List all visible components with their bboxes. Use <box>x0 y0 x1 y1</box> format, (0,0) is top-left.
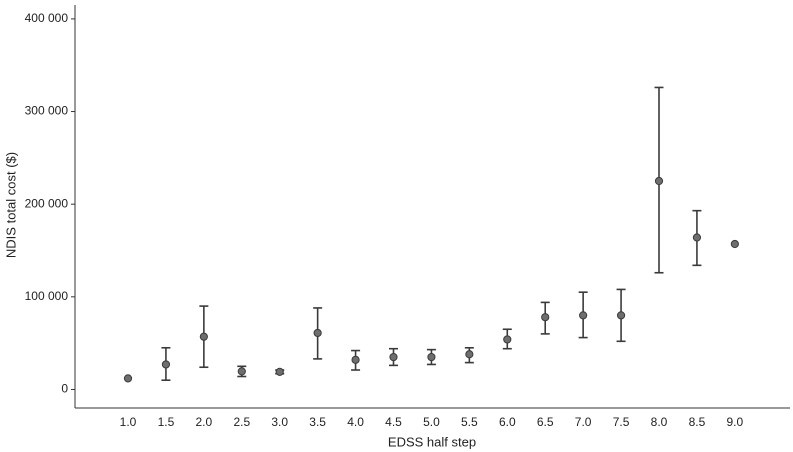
x-tick-label: 7.0 <box>575 415 592 429</box>
point <box>730 239 739 249</box>
y-tick-label: 100 000 <box>25 289 69 303</box>
y-tick-label: 300 000 <box>25 104 69 118</box>
x-tick-label: 4.0 <box>347 415 364 429</box>
point <box>616 311 626 320</box>
x-tick-label: 8.5 <box>689 415 706 429</box>
x-tick-label: 6.0 <box>499 415 516 429</box>
point <box>654 176 664 186</box>
x-tick-label: 3.5 <box>309 415 326 429</box>
y-tick-label: 200 000 <box>25 196 69 210</box>
point <box>465 350 474 359</box>
x-tick-label: 4.5 <box>385 415 402 429</box>
y-tick-label: 400 000 <box>25 11 69 25</box>
x-tick-label: 5.0 <box>423 415 440 429</box>
point <box>389 352 398 362</box>
point <box>161 360 171 369</box>
x-tick-label: 2.5 <box>233 415 250 429</box>
point <box>692 233 702 242</box>
point <box>351 355 360 364</box>
point <box>123 374 133 383</box>
point <box>427 352 436 362</box>
point <box>199 332 208 341</box>
x-tick-label: 9.0 <box>727 415 744 429</box>
point <box>579 311 588 320</box>
point <box>313 328 322 338</box>
x-tick-label: 5.5 <box>461 415 478 429</box>
x-tick-label: 3.0 <box>271 415 288 429</box>
x-axis-title: EDSS half step <box>388 434 476 449</box>
x-tick-label: 1.5 <box>158 415 175 429</box>
point <box>237 367 246 376</box>
y-tick-label: 0 <box>61 382 68 396</box>
point <box>275 367 284 376</box>
x-tick-label: 7.5 <box>613 415 630 429</box>
y-axis-title: NDIS total cost ($) <box>3 152 18 258</box>
x-tick-label: 6.5 <box>537 415 554 429</box>
x-tick-label: 2.0 <box>196 415 213 429</box>
point <box>503 335 512 344</box>
x-tick-label: 8.0 <box>651 415 668 429</box>
x-tick-label: 1.0 <box>120 415 137 429</box>
point <box>541 313 550 322</box>
